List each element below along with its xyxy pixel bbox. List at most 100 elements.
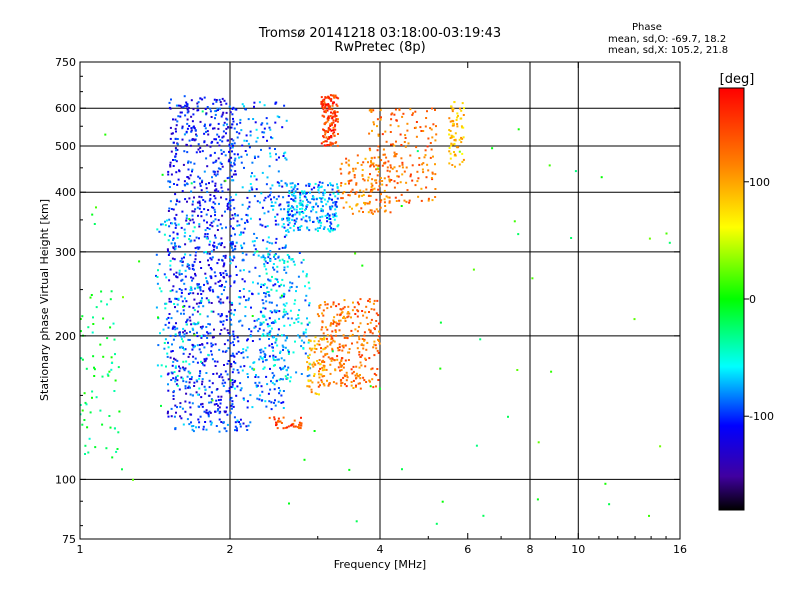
data-point bbox=[184, 400, 187, 403]
data-point bbox=[197, 143, 200, 146]
data-point bbox=[168, 234, 171, 237]
data-point bbox=[380, 116, 382, 119]
data-point bbox=[258, 358, 261, 361]
data-point bbox=[255, 374, 257, 376]
data-point bbox=[291, 258, 294, 260]
data-point bbox=[181, 210, 184, 213]
data-point bbox=[374, 328, 376, 331]
data-point bbox=[197, 214, 199, 217]
data-point bbox=[180, 312, 182, 315]
data-point bbox=[235, 131, 238, 134]
data-point bbox=[420, 187, 423, 190]
data-point bbox=[218, 144, 221, 147]
data-point bbox=[222, 111, 225, 114]
data-point bbox=[175, 198, 178, 201]
data-point bbox=[207, 413, 210, 416]
data-point bbox=[281, 217, 284, 220]
data-point bbox=[215, 372, 218, 375]
data-point bbox=[317, 184, 320, 187]
data-point bbox=[273, 268, 276, 271]
data-point bbox=[372, 109, 375, 112]
y-tick-label: 100 bbox=[55, 473, 76, 486]
data-point bbox=[394, 153, 397, 156]
data-point bbox=[264, 257, 267, 260]
data-point bbox=[253, 155, 256, 158]
data-point bbox=[171, 132, 174, 135]
data-point bbox=[284, 375, 287, 378]
data-point bbox=[236, 136, 239, 139]
data-point bbox=[289, 226, 292, 229]
data-point bbox=[230, 126, 233, 129]
data-point bbox=[79, 330, 82, 333]
data-point bbox=[408, 201, 411, 204]
data-point bbox=[283, 262, 286, 264]
data-point bbox=[254, 376, 257, 378]
data-point bbox=[198, 225, 201, 228]
data-point bbox=[225, 349, 228, 352]
data-point bbox=[245, 299, 247, 302]
data-point bbox=[275, 198, 278, 201]
data-point bbox=[218, 242, 221, 245]
data-point bbox=[321, 321, 324, 324]
data-point bbox=[199, 146, 202, 149]
data-point bbox=[384, 205, 387, 207]
data-point bbox=[183, 335, 186, 338]
data-point bbox=[393, 186, 396, 189]
data-point bbox=[234, 170, 237, 173]
data-point bbox=[336, 186, 339, 189]
data-point bbox=[273, 310, 276, 313]
data-point bbox=[405, 181, 408, 184]
data-point bbox=[308, 216, 311, 219]
data-point bbox=[239, 296, 242, 299]
data-point bbox=[354, 313, 357, 315]
data-point bbox=[537, 441, 540, 444]
data-point bbox=[251, 367, 254, 370]
data-point bbox=[328, 137, 331, 140]
data-point bbox=[293, 192, 296, 195]
data-point bbox=[369, 321, 372, 324]
data-point bbox=[170, 222, 173, 225]
data-point bbox=[322, 355, 325, 358]
data-point bbox=[198, 377, 201, 380]
data-point bbox=[261, 299, 264, 302]
data-point bbox=[343, 336, 346, 339]
data-point bbox=[320, 96, 323, 99]
data-point bbox=[322, 309, 325, 312]
data-point bbox=[182, 312, 185, 315]
data-point bbox=[416, 170, 419, 173]
data-point bbox=[248, 270, 251, 273]
data-point bbox=[211, 399, 214, 402]
data-point bbox=[232, 217, 235, 220]
data-point bbox=[247, 118, 250, 121]
data-point bbox=[332, 228, 335, 231]
data-point bbox=[260, 399, 263, 402]
data-point bbox=[265, 247, 268, 250]
data-point bbox=[248, 290, 251, 293]
data-point bbox=[288, 255, 291, 258]
data-point bbox=[200, 302, 202, 304]
data-point bbox=[205, 297, 208, 300]
data-point bbox=[463, 107, 465, 110]
data-point bbox=[236, 336, 239, 339]
data-point bbox=[288, 208, 291, 211]
data-point bbox=[372, 212, 374, 215]
data-point bbox=[228, 176, 231, 179]
data-point bbox=[138, 260, 141, 263]
data-point bbox=[342, 366, 345, 369]
data-point bbox=[180, 338, 183, 341]
data-point bbox=[235, 108, 238, 111]
data-point bbox=[367, 179, 369, 182]
data-point bbox=[295, 318, 298, 321]
data-point bbox=[323, 129, 326, 132]
data-point bbox=[186, 122, 189, 125]
data-point bbox=[267, 278, 270, 281]
data-point bbox=[207, 259, 209, 262]
data-point bbox=[389, 166, 392, 169]
data-point bbox=[266, 291, 269, 293]
data-point bbox=[394, 155, 397, 158]
data-point bbox=[228, 310, 231, 313]
data-point bbox=[227, 188, 230, 191]
data-point bbox=[174, 118, 177, 121]
data-point bbox=[388, 196, 391, 199]
data-point bbox=[322, 135, 325, 138]
